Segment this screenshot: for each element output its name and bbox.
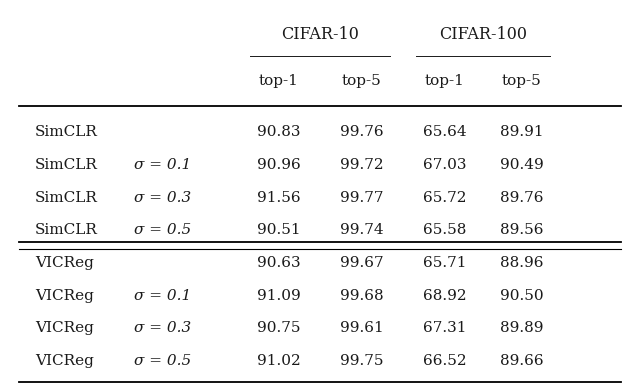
Text: top-1: top-1 (425, 74, 465, 88)
Text: top-1: top-1 (259, 74, 298, 88)
Text: CIFAR-10: CIFAR-10 (281, 26, 359, 43)
Text: σ = 0.3: σ = 0.3 (134, 191, 191, 205)
Text: 91.09: 91.09 (257, 289, 300, 303)
Text: 89.56: 89.56 (500, 223, 543, 237)
Text: 99.76: 99.76 (340, 126, 383, 139)
Text: 65.71: 65.71 (423, 256, 467, 270)
Text: 65.64: 65.64 (423, 126, 467, 139)
Text: 65.58: 65.58 (423, 223, 467, 237)
Text: 89.91: 89.91 (500, 126, 543, 139)
Text: σ = 0.1: σ = 0.1 (134, 289, 191, 303)
Text: 68.92: 68.92 (423, 289, 467, 303)
Text: 67.31: 67.31 (423, 321, 467, 335)
Text: SimCLR: SimCLR (35, 223, 98, 237)
Text: 91.56: 91.56 (257, 191, 300, 205)
Text: σ = 0.5: σ = 0.5 (134, 354, 191, 368)
Text: 89.89: 89.89 (500, 321, 543, 335)
Text: 66.52: 66.52 (423, 354, 467, 368)
Text: SimCLR: SimCLR (35, 191, 98, 205)
Text: top-5: top-5 (342, 74, 381, 88)
Text: σ = 0.1: σ = 0.1 (134, 158, 191, 172)
Text: VICReg: VICReg (35, 289, 94, 303)
Text: 99.75: 99.75 (340, 354, 383, 368)
Text: 90.63: 90.63 (257, 256, 300, 270)
Text: 99.61: 99.61 (340, 321, 383, 335)
Text: 90.49: 90.49 (500, 158, 543, 172)
Text: 99.72: 99.72 (340, 158, 383, 172)
Text: SimCLR: SimCLR (35, 158, 98, 172)
Text: VICReg: VICReg (35, 256, 94, 270)
Text: 90.96: 90.96 (257, 158, 300, 172)
Text: 90.83: 90.83 (257, 126, 300, 139)
Text: 88.96: 88.96 (500, 256, 543, 270)
Text: 90.75: 90.75 (257, 321, 300, 335)
Text: 99.67: 99.67 (340, 256, 383, 270)
Text: top-5: top-5 (502, 74, 541, 88)
Text: 99.74: 99.74 (340, 223, 383, 237)
Text: 89.76: 89.76 (500, 191, 543, 205)
Text: VICReg: VICReg (35, 321, 94, 335)
Text: 91.02: 91.02 (257, 354, 300, 368)
Text: SimCLR: SimCLR (35, 126, 98, 139)
Text: 99.68: 99.68 (340, 289, 383, 303)
Text: 89.66: 89.66 (500, 354, 543, 368)
Text: 90.50: 90.50 (500, 289, 543, 303)
Text: VICReg: VICReg (35, 354, 94, 368)
Text: CIFAR-100: CIFAR-100 (439, 26, 527, 43)
Text: σ = 0.5: σ = 0.5 (134, 223, 191, 237)
Text: 65.72: 65.72 (423, 191, 467, 205)
Text: σ = 0.3: σ = 0.3 (134, 321, 191, 335)
Text: 90.51: 90.51 (257, 223, 300, 237)
Text: 99.77: 99.77 (340, 191, 383, 205)
Text: 67.03: 67.03 (423, 158, 467, 172)
